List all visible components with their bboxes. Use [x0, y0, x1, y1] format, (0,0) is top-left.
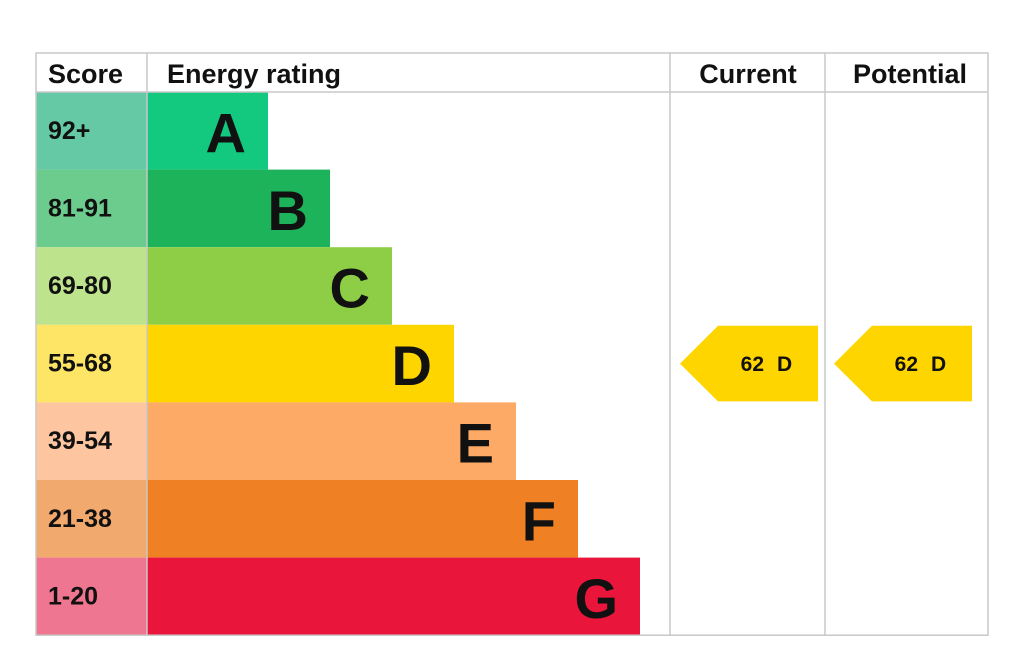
score-label: 69-80 — [48, 272, 112, 300]
rating-bar — [147, 402, 516, 480]
band-letter: D — [392, 334, 432, 397]
band-letter: E — [457, 412, 494, 475]
potential-score: 62 — [895, 353, 918, 376]
current-arrow — [680, 325, 818, 402]
band-letter: A — [206, 101, 246, 164]
score-label: 55-68 — [48, 350, 112, 378]
rating-bar — [147, 557, 640, 636]
frame — [35, 52, 989, 636]
band-letter: F — [522, 489, 556, 552]
band-letter: C — [330, 257, 370, 320]
score-label: 21-38 — [48, 505, 112, 533]
score-cell — [36, 92, 147, 170]
rating-bar — [147, 480, 578, 558]
rating-bar — [147, 169, 330, 248]
band-letter: B — [268, 179, 308, 242]
rating-bar — [147, 247, 392, 325]
header-rating: Energy rating — [167, 59, 341, 89]
band-letter: G — [574, 567, 618, 630]
potential-arrow — [834, 325, 972, 402]
score-cell — [36, 480, 147, 558]
score-label: 81-91 — [48, 194, 112, 222]
score-cell — [36, 324, 147, 403]
header-score: Score — [48, 59, 123, 89]
score-cell — [36, 557, 147, 636]
score-cell — [36, 169, 147, 248]
score-cell — [36, 402, 147, 480]
score-label: 92+ — [48, 117, 90, 145]
current-band: D — [777, 353, 792, 376]
score-label: 39-54 — [48, 427, 112, 455]
potential-band: D — [931, 353, 946, 376]
rating-bar — [147, 324, 454, 403]
score-label: 1-20 — [48, 582, 98, 610]
header-current: Current — [699, 59, 797, 89]
current-score: 62 — [741, 353, 764, 376]
score-cell — [36, 247, 147, 325]
rating-bar — [147, 92, 268, 170]
header-potential: Potential — [853, 59, 967, 89]
